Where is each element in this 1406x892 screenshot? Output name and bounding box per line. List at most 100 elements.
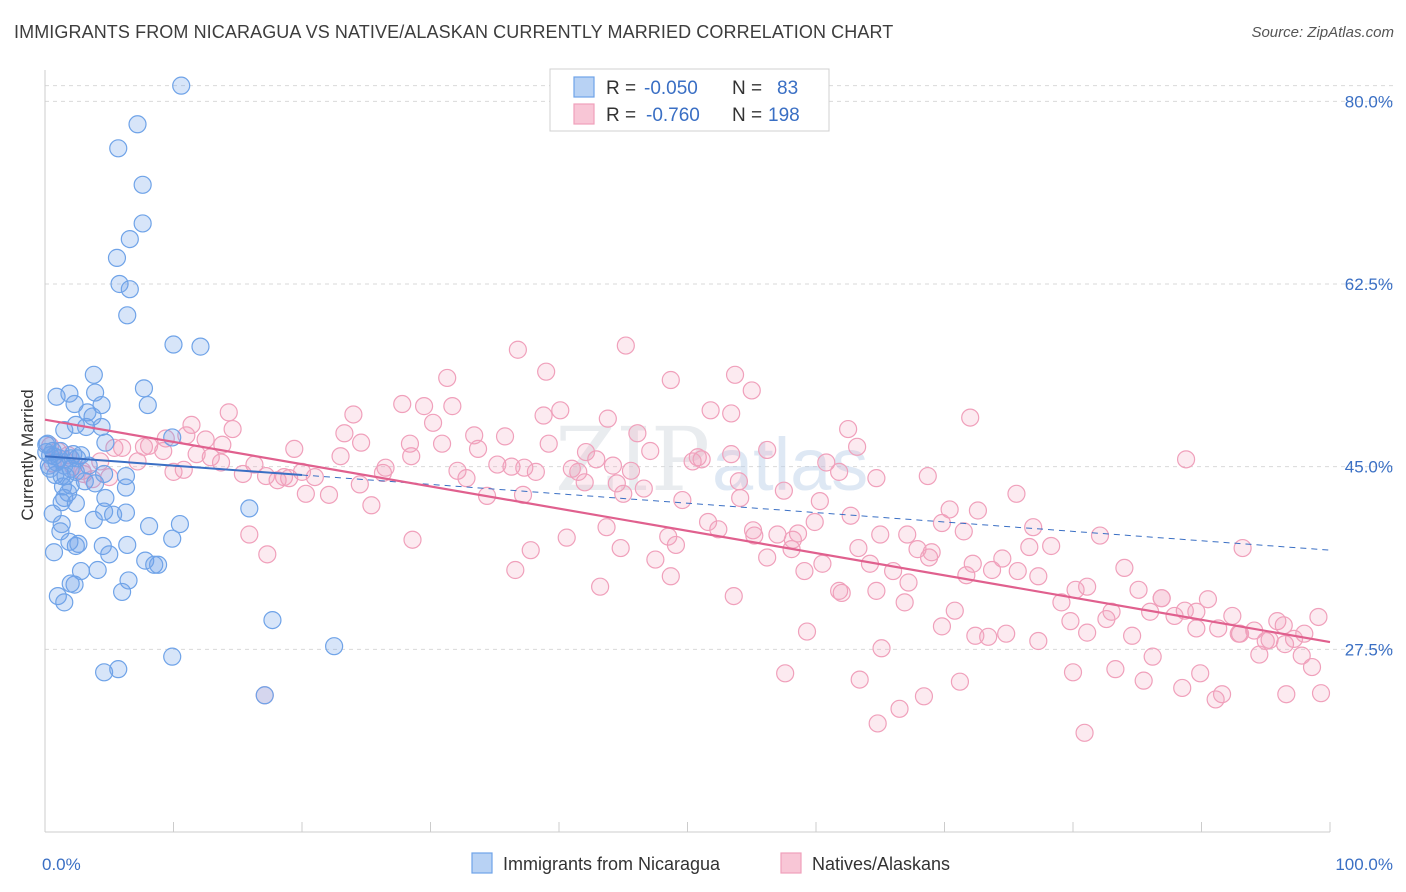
axes — [44, 70, 1331, 833]
point-nicaragua — [134, 379, 154, 398]
point-natives — [788, 524, 808, 543]
y-tick-labels: 27.5% 45.0% 62.5% 80.0% — [1345, 92, 1393, 659]
point-natives — [661, 370, 680, 390]
trend-line-nicaragua-dashed — [301, 474, 1331, 551]
legend-r-label: R = — [606, 78, 636, 99]
point-natives — [219, 403, 238, 422]
point-natives — [982, 560, 1002, 580]
point-natives — [488, 455, 507, 474]
point-nicaragua — [84, 365, 103, 384]
point-nicaragua — [60, 384, 79, 403]
point-nicaragua — [133, 175, 152, 194]
point-nicaragua — [164, 335, 183, 354]
point-natives — [362, 496, 381, 515]
point-natives — [698, 512, 718, 532]
point-natives — [1075, 723, 1094, 742]
point-natives — [817, 453, 836, 472]
point-natives — [795, 561, 814, 581]
point-nicaragua — [86, 474, 105, 493]
point-natives — [634, 479, 653, 498]
point-nicaragua — [78, 403, 97, 422]
point-natives — [961, 408, 980, 427]
x-tick-label: 100.0% — [1335, 855, 1393, 874]
point-nicaragua — [52, 466, 71, 486]
trend-line-nicaragua-solid — [44, 455, 303, 477]
point-natives — [614, 484, 633, 503]
point-natives — [457, 469, 476, 488]
y-tick-label: 62.5% — [1345, 275, 1393, 294]
point-natives — [502, 457, 521, 476]
point-natives — [335, 424, 354, 443]
point-natives — [621, 461, 641, 480]
point-natives — [134, 437, 154, 456]
point-natives — [495, 427, 515, 446]
point-natives — [112, 438, 132, 457]
legend-r-value: -0.050 — [644, 78, 698, 99]
point-natives — [899, 573, 918, 592]
point-natives — [871, 525, 890, 544]
point-natives — [1173, 678, 1192, 698]
point-natives — [344, 405, 363, 424]
point-nicaragua — [120, 230, 139, 249]
point-natives — [105, 438, 124, 457]
point-natives — [1311, 684, 1331, 703]
point-natives — [810, 492, 829, 511]
point-natives — [797, 622, 817, 641]
point-natives — [1275, 635, 1295, 654]
point-natives — [1134, 671, 1153, 690]
point-natives — [968, 501, 988, 520]
point-natives — [628, 424, 647, 443]
point-natives — [305, 467, 324, 487]
point-nicaragua — [172, 76, 191, 95]
point-natives — [666, 535, 686, 555]
point-natives — [646, 550, 665, 569]
point-natives — [443, 397, 462, 416]
point-natives — [1176, 450, 1196, 469]
point-natives — [423, 413, 443, 432]
point-natives — [729, 472, 749, 491]
point-natives — [534, 406, 553, 425]
point-nicaragua — [92, 417, 111, 437]
point-nicaragua — [66, 536, 85, 556]
point-natives — [722, 445, 741, 464]
point-nicaragua — [55, 421, 74, 440]
legend-n-label: N = — [732, 105, 762, 126]
point-natives — [591, 577, 610, 596]
point-natives — [1191, 664, 1210, 683]
point-natives — [848, 437, 867, 456]
chart-source: Source: ZipAtlas.com — [1251, 24, 1394, 41]
point-nicaragua — [118, 535, 137, 555]
series-immigrants-nicaragua — [37, 76, 344, 705]
point-nicaragua — [163, 647, 182, 666]
point-nicaragua — [148, 555, 168, 574]
point-natives — [465, 426, 484, 445]
y-tick-label: 45.0% — [1345, 458, 1393, 477]
x-tick-labels: 0.0% 100.0% — [42, 855, 1393, 874]
point-natives — [830, 581, 849, 600]
point-natives — [932, 513, 952, 533]
point-natives — [997, 624, 1016, 643]
point-natives — [400, 434, 420, 453]
point-natives — [940, 500, 959, 519]
point-natives — [607, 474, 626, 493]
bottom-legend-swatch-pink — [780, 852, 802, 874]
point-natives — [174, 460, 193, 479]
point-natives — [922, 543, 941, 562]
point-natives — [506, 560, 525, 580]
point-natives — [597, 518, 616, 537]
point-natives — [1090, 526, 1110, 545]
point-nicaragua — [109, 139, 128, 158]
point-natives — [932, 617, 952, 636]
point-natives — [616, 336, 635, 355]
point-natives — [841, 506, 860, 525]
point-natives — [587, 450, 606, 469]
gridlines — [45, 85, 1393, 650]
point-nicaragua — [118, 306, 137, 325]
y-axis-title: Currently Married — [18, 389, 37, 520]
point-natives — [1143, 647, 1162, 666]
point-natives — [211, 453, 231, 472]
point-nicaragua — [65, 394, 84, 414]
point-natives — [1223, 606, 1242, 626]
point-natives — [515, 458, 534, 477]
point-natives — [1233, 538, 1252, 558]
